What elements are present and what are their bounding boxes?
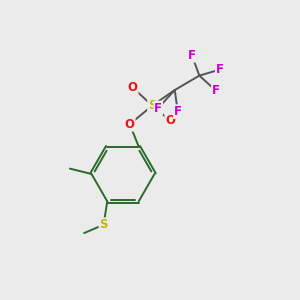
Text: O: O (165, 114, 175, 127)
Text: F: F (188, 49, 196, 62)
Text: S: S (99, 218, 108, 231)
Text: F: F (212, 84, 220, 97)
Text: F: F (174, 105, 182, 118)
Text: F: F (216, 63, 224, 76)
Text: O: O (128, 81, 138, 94)
Text: S: S (148, 99, 157, 112)
Text: F: F (154, 101, 162, 115)
Text: O: O (125, 118, 135, 131)
